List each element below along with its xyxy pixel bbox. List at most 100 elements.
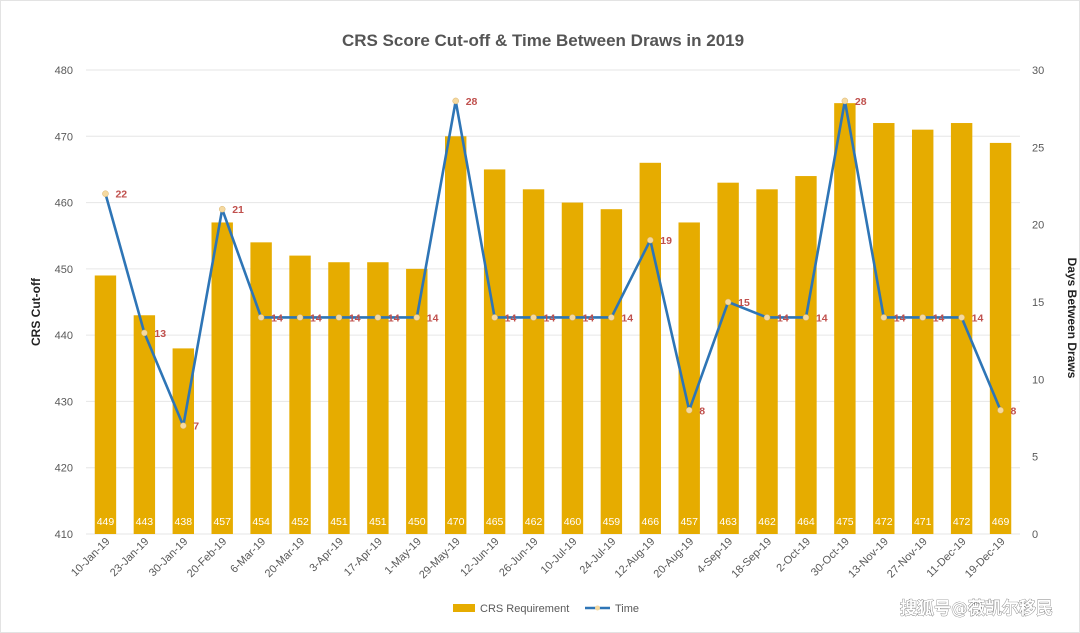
bar bbox=[406, 268, 428, 534]
time-value-label: 15 bbox=[738, 297, 750, 309]
bar-value-label: 451 bbox=[330, 516, 348, 528]
y2-axis-ticks: 0 5 10 15 20 25 30 bbox=[1032, 65, 1044, 541]
time-value-label: 28 bbox=[466, 96, 478, 108]
y2-tick-label: 10 bbox=[1032, 374, 1044, 386]
y-axis-label: CRS Cut-off bbox=[29, 277, 43, 346]
bar bbox=[834, 103, 856, 535]
bar bbox=[717, 182, 739, 534]
time-point bbox=[530, 314, 537, 321]
y2-tick-label: 5 bbox=[1032, 452, 1038, 464]
y-axis-ticks: 410 420 430 440 450 460 470 480 bbox=[55, 65, 73, 541]
bar bbox=[600, 209, 623, 534]
time-point bbox=[218, 205, 226, 213]
bar-value-label: 457 bbox=[213, 516, 231, 528]
time-value-label: 14 bbox=[310, 312, 322, 324]
time-point bbox=[374, 314, 382, 321]
y-tick-label: 450 bbox=[55, 264, 73, 276]
bar-value-label: 443 bbox=[136, 516, 154, 528]
bar bbox=[873, 123, 895, 535]
time-value-label: 8 bbox=[699, 405, 705, 417]
legend-label-crs: CRS Requirement bbox=[480, 603, 569, 615]
bar-value-label: 459 bbox=[603, 516, 621, 528]
time-value-label: 14 bbox=[972, 312, 984, 324]
y-tick-label: 470 bbox=[55, 131, 73, 143]
bar bbox=[94, 275, 117, 534]
time-value-label: 13 bbox=[154, 328, 166, 340]
y2-tick-label: 20 bbox=[1032, 220, 1044, 232]
legend-label-time: Time bbox=[615, 603, 639, 615]
legend: CRS Requirement Time bbox=[453, 603, 639, 615]
time-value-label: 14 bbox=[505, 312, 517, 324]
bar bbox=[950, 123, 973, 535]
watermark-text: 搜狐号@薇凯尔移民 bbox=[900, 598, 1053, 619]
time-point bbox=[141, 329, 148, 337]
time-point bbox=[880, 314, 888, 321]
bar bbox=[289, 255, 311, 534]
bar-value-label: 470 bbox=[447, 516, 465, 528]
bar bbox=[678, 222, 700, 534]
y-tick-label: 420 bbox=[55, 463, 73, 475]
time-value-label: 14 bbox=[271, 312, 283, 324]
time-point bbox=[919, 314, 926, 321]
time-value-label: 21 bbox=[232, 204, 244, 216]
y-tick-label: 480 bbox=[55, 65, 73, 77]
bar bbox=[561, 202, 584, 535]
time-point bbox=[608, 314, 615, 321]
bar-value-label: 472 bbox=[953, 516, 971, 528]
bar-value-label: 438 bbox=[175, 516, 193, 528]
time-value-label: 14 bbox=[621, 312, 633, 324]
bar-value-label: 471 bbox=[914, 516, 932, 528]
bar-value-label: 475 bbox=[836, 516, 854, 528]
time-line bbox=[104, 99, 1002, 428]
time-point bbox=[569, 314, 576, 321]
bar-value-label: 457 bbox=[680, 516, 698, 528]
time-point bbox=[491, 314, 498, 321]
time-point bbox=[647, 236, 654, 244]
y2-axis-label: Days Between Draws bbox=[1065, 258, 1079, 379]
legend-marker-time bbox=[595, 605, 600, 611]
time-point bbox=[452, 97, 459, 105]
bar-value-label: 462 bbox=[525, 516, 543, 528]
bar bbox=[483, 169, 506, 534]
legend-swatch-crs bbox=[453, 604, 475, 612]
time-point bbox=[335, 314, 343, 321]
time-point bbox=[685, 407, 693, 414]
y-tick-label: 410 bbox=[55, 529, 73, 541]
time-value-label: 14 bbox=[349, 312, 361, 324]
bar-value-label: 465 bbox=[486, 516, 504, 528]
y2-tick-label: 15 bbox=[1032, 297, 1044, 309]
y-tick-label: 460 bbox=[55, 198, 73, 210]
bar-series: 449 443 438 457 454 452 451 451 450 470 465 462 460 4… bbox=[94, 103, 1012, 535]
time-value-label: 14 bbox=[427, 312, 439, 324]
bar-value-label: 460 bbox=[564, 516, 582, 528]
time-value-label: 14 bbox=[777, 312, 789, 324]
time-value-label: 28 bbox=[855, 96, 867, 108]
bar-value-label: 463 bbox=[719, 516, 737, 528]
y-tick-label: 430 bbox=[55, 396, 73, 408]
time-value-label: 7 bbox=[193, 421, 199, 433]
time-value-label: 14 bbox=[388, 312, 400, 324]
y2-tick-label: 25 bbox=[1032, 142, 1044, 154]
bar-value-label: 472 bbox=[875, 516, 893, 528]
time-value-label: 14 bbox=[816, 312, 828, 324]
bar bbox=[250, 242, 272, 535]
time-point bbox=[724, 298, 732, 306]
time-point bbox=[296, 314, 304, 321]
time-value-label: 14 bbox=[894, 312, 906, 324]
bar bbox=[639, 162, 661, 535]
bar-value-label: 462 bbox=[758, 516, 776, 528]
y-tick-label: 440 bbox=[55, 330, 73, 342]
time-value-label: 22 bbox=[115, 189, 127, 201]
bar-value-label: 449 bbox=[97, 516, 115, 528]
bar-value-label: 454 bbox=[252, 516, 270, 528]
bar-value-label: 450 bbox=[408, 516, 426, 528]
bar bbox=[756, 189, 778, 535]
time-point bbox=[841, 97, 849, 105]
time-point bbox=[413, 314, 421, 321]
chart-title: CRS Score Cut-off & Time Between Draws i… bbox=[342, 31, 744, 50]
line-series: 22 13 7 21 14 14 14 14 14 28 14 14 14 14 19 8 15 14 14 28 14… bbox=[102, 96, 1017, 433]
bar-value-label: 452 bbox=[291, 516, 309, 528]
bar bbox=[172, 348, 194, 534]
